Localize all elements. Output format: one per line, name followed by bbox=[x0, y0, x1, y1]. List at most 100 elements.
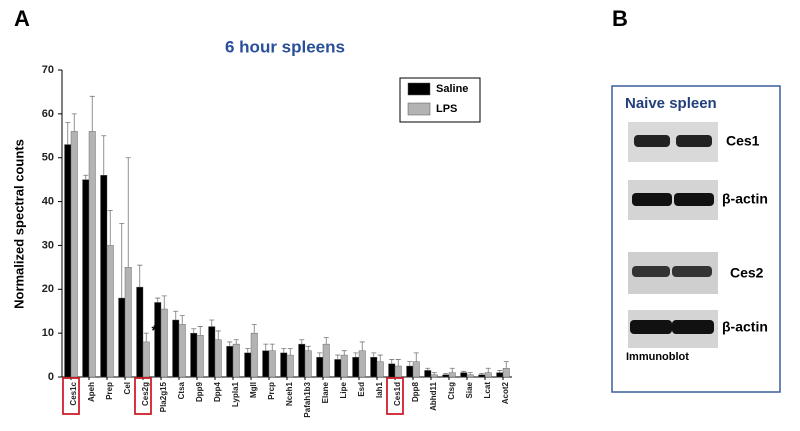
bar bbox=[412, 361, 420, 378]
bar bbox=[250, 332, 258, 378]
error-bar bbox=[155, 297, 161, 303]
blot-caption: Immunoblot bbox=[626, 351, 689, 363]
x-tick-label: Ces1d bbox=[393, 382, 402, 406]
error-bar bbox=[323, 337, 329, 345]
panel-label: B bbox=[612, 6, 628, 31]
bar bbox=[406, 365, 414, 378]
error-bar bbox=[503, 361, 509, 369]
bar bbox=[358, 350, 366, 378]
bar bbox=[304, 350, 312, 378]
error-bar bbox=[71, 113, 77, 132]
error-bar bbox=[479, 373, 485, 375]
x-tick-label: Ctsa bbox=[177, 381, 186, 399]
bar bbox=[334, 359, 342, 378]
bar bbox=[460, 372, 468, 378]
error-bar bbox=[107, 209, 113, 246]
highlight-box bbox=[62, 377, 80, 415]
bar bbox=[394, 365, 402, 378]
bar bbox=[262, 350, 270, 378]
error-bar bbox=[377, 354, 383, 362]
error-bar bbox=[191, 328, 197, 334]
error-bar bbox=[449, 367, 455, 373]
x-tick-label: Nceh1 bbox=[285, 381, 294, 406]
error-bar bbox=[341, 350, 347, 356]
y-tick-label: 10 bbox=[42, 327, 54, 339]
x-tick-label: Apeh bbox=[87, 382, 96, 402]
error-bar bbox=[371, 352, 377, 358]
error-bar bbox=[413, 352, 419, 362]
y-tick-label: 70 bbox=[42, 64, 54, 76]
error-bar bbox=[83, 174, 89, 180]
bar bbox=[142, 341, 150, 378]
x-tick-label: Iah1 bbox=[375, 381, 384, 398]
x-tick-label: Pafah1b3 bbox=[303, 381, 312, 417]
error-bar bbox=[269, 343, 275, 351]
error-bar bbox=[359, 341, 365, 351]
bar bbox=[214, 339, 222, 378]
bar bbox=[190, 332, 198, 378]
x-tick-label: Ces2g bbox=[141, 382, 150, 406]
bar bbox=[484, 372, 492, 378]
bar bbox=[106, 245, 114, 378]
bar bbox=[442, 374, 450, 378]
error-bar bbox=[335, 354, 341, 360]
legend-label: Saline bbox=[436, 83, 468, 95]
error-bar bbox=[101, 135, 107, 176]
bar bbox=[244, 352, 252, 378]
bar bbox=[424, 370, 432, 378]
legend-swatch bbox=[407, 102, 431, 116]
highlight-box bbox=[386, 377, 404, 415]
x-tick-label: Prep bbox=[105, 382, 114, 400]
legend-swatch bbox=[407, 82, 431, 96]
bar bbox=[388, 363, 396, 378]
error-bar bbox=[461, 370, 467, 373]
error-bar bbox=[119, 223, 125, 299]
error-bar bbox=[467, 372, 473, 375]
bar bbox=[376, 361, 384, 378]
bar bbox=[352, 357, 360, 378]
bar bbox=[322, 343, 330, 378]
error-bar bbox=[215, 330, 221, 340]
x-tick-label: Cel bbox=[123, 382, 132, 394]
bar bbox=[118, 297, 126, 378]
error-bar bbox=[263, 343, 269, 351]
error-bar bbox=[137, 264, 143, 288]
y-tick-label: 30 bbox=[42, 239, 54, 251]
x-tick-label: Lipe bbox=[339, 381, 348, 398]
bar bbox=[70, 131, 78, 378]
bar bbox=[502, 368, 510, 378]
blot-title: Naive spleen bbox=[625, 95, 717, 112]
x-tick-label: Ces1c bbox=[69, 381, 78, 405]
bar bbox=[154, 302, 162, 378]
error-bar bbox=[425, 367, 431, 371]
error-bar bbox=[65, 122, 71, 145]
x-tick-label: Esd bbox=[357, 382, 366, 397]
bar bbox=[496, 372, 504, 378]
x-tick-label: Pla2g15 bbox=[159, 381, 168, 412]
x-tick-label: Lypla1 bbox=[231, 381, 240, 407]
bar bbox=[478, 374, 486, 378]
y-tick-label: 60 bbox=[42, 108, 54, 120]
blot-label: Ces2 bbox=[730, 265, 764, 281]
error-bar bbox=[497, 370, 503, 373]
error-bar bbox=[395, 359, 401, 367]
blot-images bbox=[628, 122, 718, 348]
error-bar bbox=[227, 341, 233, 347]
error-bar bbox=[485, 367, 491, 373]
highlight-box bbox=[134, 377, 152, 415]
bar bbox=[430, 374, 438, 378]
bar bbox=[64, 144, 72, 378]
error-bar bbox=[353, 352, 359, 358]
bar bbox=[370, 357, 378, 378]
x-tick-label: Ctsg bbox=[447, 382, 456, 400]
panel-label: A bbox=[14, 6, 30, 31]
bar bbox=[88, 131, 96, 378]
bar bbox=[124, 267, 132, 378]
error-bar bbox=[233, 339, 239, 345]
blot-label: Ces1 bbox=[726, 133, 760, 149]
error-bar bbox=[161, 295, 167, 310]
bar bbox=[232, 343, 240, 378]
bar bbox=[172, 319, 180, 378]
bar bbox=[208, 326, 216, 378]
y-tick-label: 20 bbox=[42, 283, 54, 295]
